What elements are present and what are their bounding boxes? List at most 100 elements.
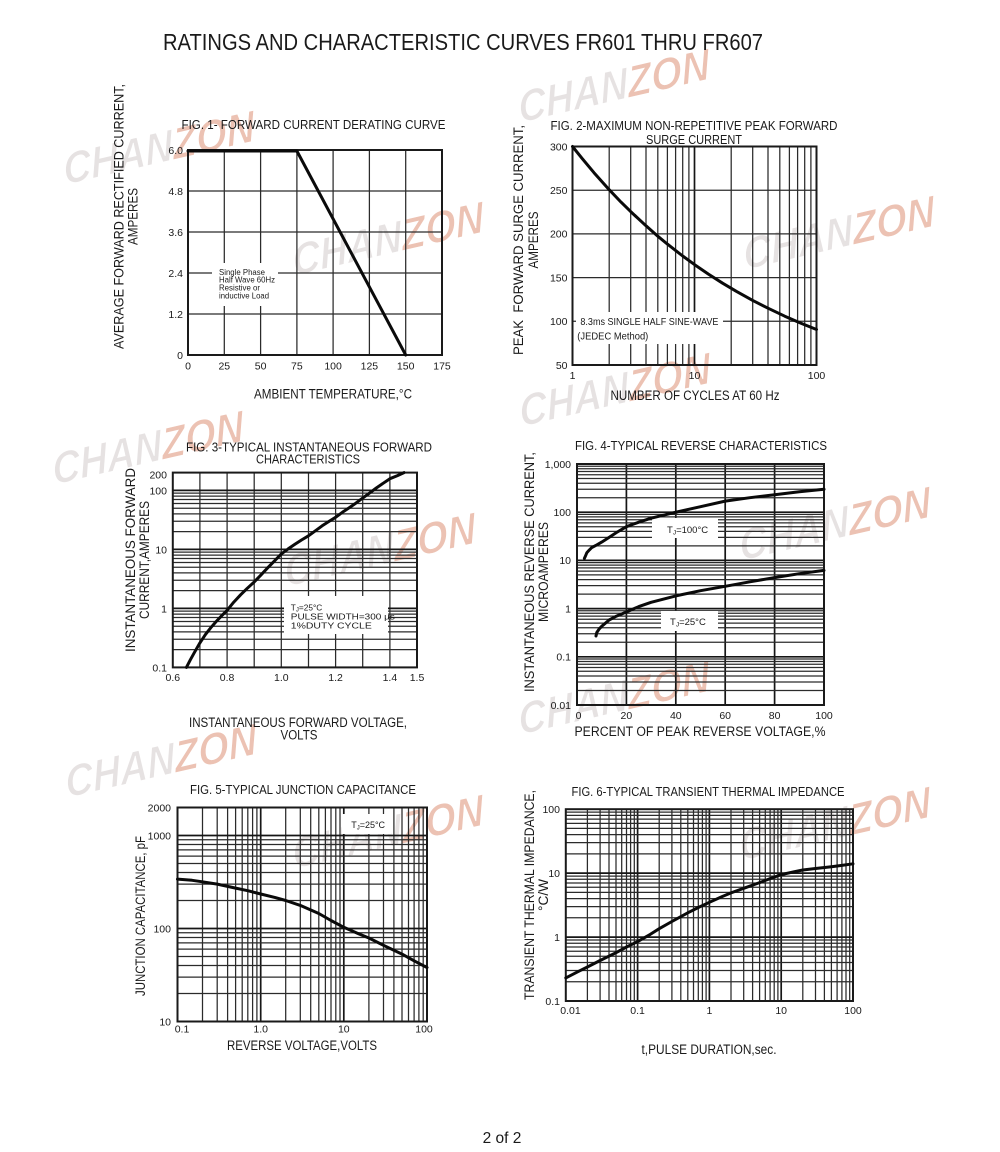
svg-text:1000: 1000 <box>148 830 172 842</box>
svg-text:200: 200 <box>149 470 167 482</box>
svg-text:PULSE WIDTH=300 µs: PULSE WIDTH=300 µs <box>291 611 395 621</box>
svg-text:0: 0 <box>177 350 183 362</box>
svg-text:0.01: 0.01 <box>560 1005 581 1017</box>
svg-text:0: 0 <box>185 361 191 373</box>
svg-text:(JEDEC Method): (JEDEC Method) <box>577 331 648 343</box>
svg-text:1%DUTY CYCLE: 1%DUTY CYCLE <box>291 620 373 630</box>
svg-text:Half Wave 60Hz: Half Wave 60Hz <box>219 276 275 285</box>
svg-text:40: 40 <box>670 710 682 722</box>
svg-text:inductive Load: inductive Load <box>219 292 269 301</box>
svg-text:FIG. 3-TYPICAL INSTANTANEOUS F: FIG. 3-TYPICAL INSTANTANEOUS FORWARD <box>186 441 432 455</box>
svg-text:TJ=25°C: TJ=25°C <box>291 602 322 613</box>
svg-text:NUMBER OF CYCLES AT 60 Hz: NUMBER OF CYCLES AT 60 Hz <box>611 388 780 403</box>
svg-text:0.1: 0.1 <box>152 662 167 674</box>
svg-text:100: 100 <box>149 485 167 497</box>
svg-text:FIG. 2-MAXIMUM NON-REPETITIVE: FIG. 2-MAXIMUM NON-REPETITIVE PEAK FORWA… <box>551 119 838 133</box>
svg-text:80: 80 <box>769 710 781 722</box>
svg-text:6.0: 6.0 <box>168 145 183 157</box>
svg-text:0.6: 0.6 <box>165 672 180 684</box>
svg-text:0.8: 0.8 <box>220 672 235 684</box>
svg-text:20: 20 <box>621 710 633 722</box>
svg-text:SURGE CURRENT: SURGE CURRENT <box>646 133 742 147</box>
svg-text:10: 10 <box>775 1005 787 1017</box>
svg-text:150: 150 <box>550 272 568 284</box>
svg-text:1.0: 1.0 <box>253 1024 268 1036</box>
svg-text:60: 60 <box>719 710 731 722</box>
svg-text:100: 100 <box>542 804 560 816</box>
svg-text:10: 10 <box>155 544 167 556</box>
svg-text:100: 100 <box>808 370 826 382</box>
svg-text:MICROAMPERES: MICROAMPERES <box>536 522 551 622</box>
svg-text:125: 125 <box>361 361 379 373</box>
svg-text:1: 1 <box>554 932 560 944</box>
svg-text:150: 150 <box>397 361 415 373</box>
svg-text:CHARACTERISTICS: CHARACTERISTICS <box>256 453 360 467</box>
svg-text:TJ=25°C: TJ=25°C <box>670 617 706 629</box>
svg-text:Single Phase: Single Phase <box>219 268 266 277</box>
svg-text:TJ=25°C: TJ=25°C <box>351 820 385 832</box>
svg-text:INSTANTANEOUS REVERSE CURRENT,: INSTANTANEOUS REVERSE CURRENT, <box>522 452 537 692</box>
svg-text:175: 175 <box>433 361 451 373</box>
svg-text:RATINGS AND CHARACTERISTIC CUR: RATINGS AND CHARACTERISTIC CURVES FR601 … <box>163 29 763 55</box>
svg-text:250: 250 <box>550 185 568 197</box>
svg-text:2 of 2: 2 of 2 <box>483 1130 522 1147</box>
svg-text:1.0: 1.0 <box>274 672 289 684</box>
svg-text:100: 100 <box>844 1005 862 1017</box>
svg-text:200: 200 <box>550 229 568 241</box>
svg-text:PERCENT OF PEAK REVERSE VOLTAG: PERCENT OF PEAK REVERSE VOLTAGE,% <box>575 724 826 739</box>
svg-text:4.8: 4.8 <box>168 186 183 198</box>
svg-text:100: 100 <box>815 710 833 722</box>
svg-text:VOLTS: VOLTS <box>281 728 318 743</box>
svg-text:AMBIENT TEMPERATURE,°C: AMBIENT TEMPERATURE,°C <box>254 386 412 401</box>
svg-text:INSTANTANEOUS FORWARD VOLTAGE,: INSTANTANEOUS FORWARD VOLTAGE, <box>189 715 407 730</box>
svg-text:PEAK FORWARD SURGE CURRENT,: PEAK FORWARD SURGE CURRENT, <box>511 125 526 355</box>
svg-text:1.2: 1.2 <box>168 309 183 321</box>
svg-text:100: 100 <box>153 923 171 935</box>
svg-text:10: 10 <box>548 868 560 880</box>
svg-text:50: 50 <box>556 360 568 372</box>
svg-text:10: 10 <box>338 1024 350 1036</box>
svg-text:0.01: 0.01 <box>551 700 572 712</box>
svg-text:FIG. 5-TYPICAL JUNCTION CAPACI: FIG. 5-TYPICAL JUNCTION CAPACITANCE <box>190 783 416 797</box>
svg-text:1: 1 <box>565 603 571 615</box>
svg-text:1: 1 <box>706 1005 712 1017</box>
svg-text:1,000: 1,000 <box>545 459 571 471</box>
svg-text:0.1: 0.1 <box>545 996 560 1008</box>
svg-text:100: 100 <box>550 316 568 328</box>
svg-text:AMPERES: AMPERES <box>526 212 541 269</box>
svg-text:FIG. 6-TYPICAL TRANSIENT THERM: FIG. 6-TYPICAL TRANSIENT THERMAL IMPEDAN… <box>572 785 845 799</box>
svg-text:25: 25 <box>218 361 230 373</box>
svg-text:100: 100 <box>553 507 571 519</box>
svg-text:300: 300 <box>550 141 568 153</box>
svg-text:0.1: 0.1 <box>175 1024 190 1036</box>
svg-text:8.3ms SINGLE HALF SINE-WAVE: 8.3ms SINGLE HALF SINE-WAVE <box>580 316 718 328</box>
svg-text:100: 100 <box>415 1024 433 1036</box>
svg-text:0.1: 0.1 <box>556 652 571 664</box>
svg-text:JUNCTION CAPACITANCE, pF: JUNCTION CAPACITANCE, pF <box>133 836 148 996</box>
svg-text:1.2: 1.2 <box>328 672 343 684</box>
svg-text:3.6: 3.6 <box>168 227 183 239</box>
svg-text:TRANSIENT THERMAL IMPEDANCE,: TRANSIENT THERMAL IMPEDANCE, <box>522 790 537 1000</box>
svg-text:AMPERES: AMPERES <box>126 188 141 245</box>
svg-text:10: 10 <box>559 555 571 567</box>
svg-text:FIG. 1- FORWARD CURRENT DERATI: FIG. 1- FORWARD CURRENT DERATING CURVE <box>182 118 446 132</box>
svg-text:CURRENT,AMPERES: CURRENT,AMPERES <box>137 501 152 619</box>
svg-text:REVERSE VOLTAGE,VOLTS: REVERSE VOLTAGE,VOLTS <box>227 1038 377 1053</box>
svg-text:10: 10 <box>689 370 701 382</box>
svg-text:10: 10 <box>159 1016 171 1028</box>
svg-text:Resistive or: Resistive or <box>219 284 260 293</box>
svg-text:0: 0 <box>576 710 582 722</box>
svg-text:0.1: 0.1 <box>630 1005 645 1017</box>
svg-text:50: 50 <box>255 361 267 373</box>
svg-text:75: 75 <box>291 361 303 373</box>
svg-text:FIG. 4-TYPICAL REVERSE CHARACT: FIG. 4-TYPICAL REVERSE CHARACTERISTICS <box>575 439 827 453</box>
svg-text:1: 1 <box>161 603 167 615</box>
svg-text:TJ=100°C: TJ=100°C <box>667 525 708 537</box>
svg-text:AVERAGE FORWARD RECTIFIED CURR: AVERAGE FORWARD RECTIFIED CURRENT, <box>112 84 127 349</box>
svg-text:1: 1 <box>570 370 576 382</box>
svg-text:2000: 2000 <box>148 802 172 814</box>
svg-text:1.5: 1.5 <box>410 672 425 684</box>
svg-text:1.4: 1.4 <box>383 672 398 684</box>
svg-text:2.4: 2.4 <box>168 268 183 280</box>
svg-text:°C/W: °C/W <box>536 879 551 911</box>
